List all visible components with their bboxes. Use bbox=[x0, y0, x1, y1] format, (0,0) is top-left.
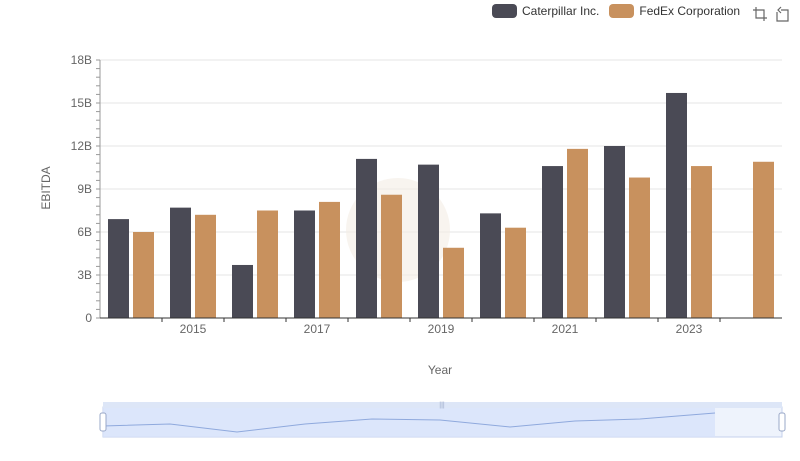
zoom-icon[interactable] bbox=[752, 6, 768, 22]
x-tick-label: 2019 bbox=[428, 322, 455, 336]
x-tick-label: 2015 bbox=[180, 322, 207, 336]
bar-fedex-2017[interactable] bbox=[319, 201, 340, 318]
data-zoom-preview-line bbox=[102, 412, 716, 433]
bar-caterpillar-2017[interactable] bbox=[294, 210, 315, 319]
x-axis: 2015 2017 2019 2021 2023 bbox=[100, 317, 782, 336]
y-axis: 0 3B 6B 9B 12B 15B 18B bbox=[71, 53, 101, 325]
y-tick-label: 15B bbox=[71, 96, 92, 110]
bar-caterpillar-2020[interactable] bbox=[480, 213, 501, 318]
legend-label: Caterpillar Inc. bbox=[522, 4, 600, 18]
bar-caterpillar-2021[interactable] bbox=[542, 166, 563, 318]
x-tick-label: 2021 bbox=[552, 322, 579, 336]
bar-fedex-2024[interactable] bbox=[753, 161, 774, 318]
legend-label: FedEx Corporation bbox=[639, 4, 741, 18]
bar-fedex-2018[interactable] bbox=[381, 194, 402, 318]
bar-fedex-2023[interactable] bbox=[691, 166, 712, 318]
bar-caterpillar-2023[interactable] bbox=[666, 92, 687, 318]
data-zoom-selection[interactable] bbox=[103, 407, 715, 437]
bar-fedex-2019[interactable] bbox=[443, 247, 464, 318]
y-tick-label: 0 bbox=[85, 311, 92, 325]
y-tick-label: 12B bbox=[71, 139, 92, 153]
x-tick-label: 2017 bbox=[304, 322, 331, 336]
y-tick-label: 9B bbox=[77, 182, 92, 196]
legend-item-fedex[interactable]: FedEx Corporation bbox=[609, 4, 740, 18]
data-zoom-grip-icon[interactable]: ||| bbox=[439, 402, 445, 409]
toolbox bbox=[746, 6, 790, 22]
data-zoom-slider[interactable]: ||| bbox=[99, 402, 786, 438]
y-tick-label: 6B bbox=[77, 225, 92, 239]
bar-caterpillar-2015[interactable] bbox=[170, 207, 191, 318]
bar-caterpillar-2018[interactable] bbox=[356, 158, 377, 318]
bar-fedex-2021[interactable] bbox=[567, 148, 588, 318]
legend-swatch bbox=[492, 4, 517, 18]
x-axis-label: Year bbox=[428, 363, 452, 377]
y-tick-label: 18B bbox=[71, 53, 92, 67]
data-zoom-top-bar[interactable] bbox=[103, 402, 782, 408]
zoom-reset-icon[interactable] bbox=[774, 6, 790, 22]
x-tick-label: 2023 bbox=[676, 322, 703, 336]
bar-caterpillar-2022[interactable] bbox=[604, 146, 625, 318]
bar-caterpillar-2014[interactable] bbox=[108, 219, 129, 318]
bars bbox=[108, 92, 774, 319]
bar-fedex-2016[interactable] bbox=[257, 210, 278, 319]
bar-fedex-2014[interactable] bbox=[133, 232, 154, 318]
bar-caterpillar-2016[interactable] bbox=[232, 264, 253, 318]
legend: Caterpillar Inc. FedEx Corporation bbox=[492, 4, 750, 18]
data-zoom-handle-left[interactable] bbox=[99, 412, 107, 432]
legend-item-caterpillar[interactable]: Caterpillar Inc. bbox=[492, 4, 599, 18]
y-axis-label: EBITDA bbox=[39, 166, 53, 209]
bar-caterpillar-2019[interactable] bbox=[418, 164, 439, 318]
legend-swatch bbox=[609, 4, 635, 18]
data-zoom-handle-right[interactable] bbox=[778, 412, 786, 432]
bar-fedex-2022[interactable] bbox=[629, 177, 650, 318]
bar-fedex-2020[interactable] bbox=[505, 227, 526, 318]
y-tick-label: 3B bbox=[77, 268, 92, 282]
bar-fedex-2015[interactable] bbox=[195, 214, 216, 318]
